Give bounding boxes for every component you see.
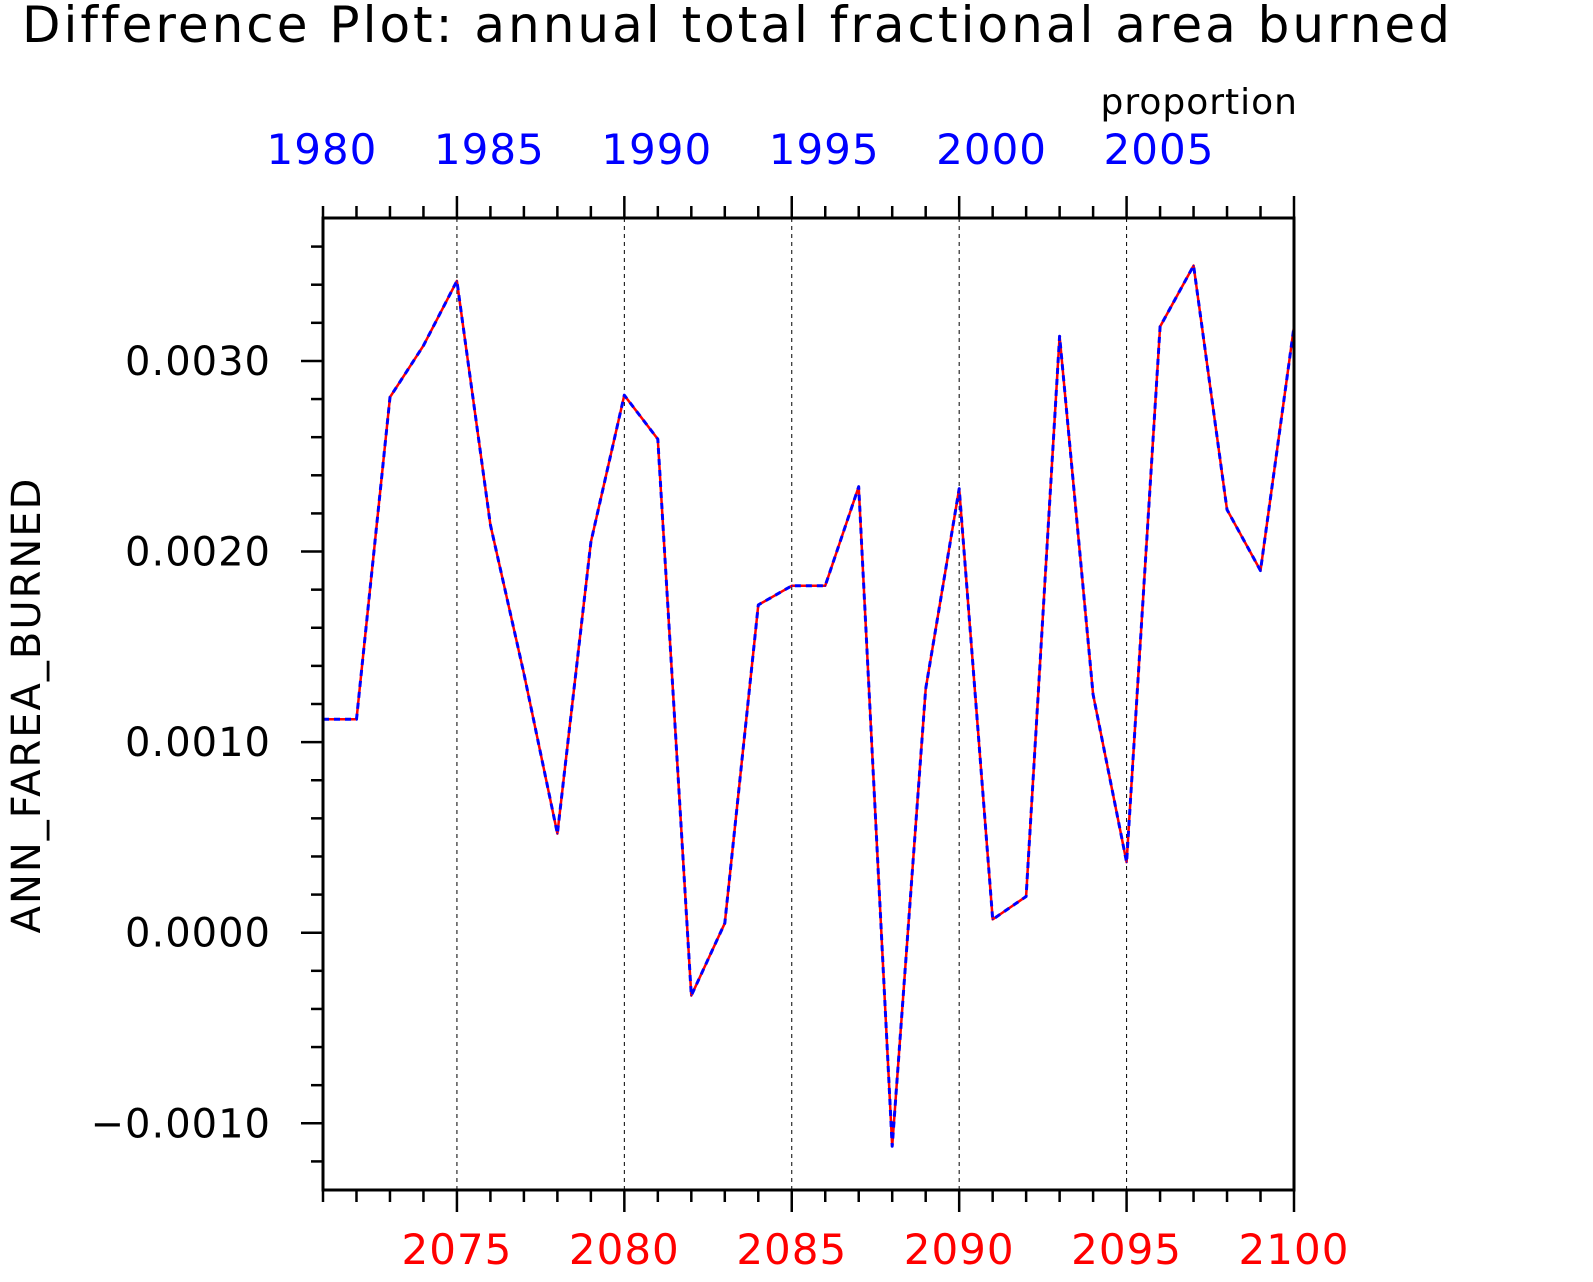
data-point-2 [991,918,994,921]
x-tick-label-top: 1980 [266,125,377,174]
tick-label-layer: −0.0010 0.0000 0.0010 0.0020 0.0030 2075 2080 2… [91,125,1350,1274]
data-point-2 [355,718,358,721]
data-point-2 [556,832,559,835]
y-tick-label: 0.0020 [125,530,271,576]
units-label: proportion [1100,82,1298,123]
plot-frame [321,216,1296,1192]
x-tick-label-bottom: 2085 [736,1225,847,1274]
data-point-2 [1125,861,1128,863]
data-point-2 [1058,335,1061,337]
data-point-2 [456,280,458,282]
grid-layer [456,218,1128,1190]
data-point-2 [590,541,592,543]
series-line-1 [323,264,1296,1148]
chart-title: Difference Plot: annual total fractional… [22,0,1453,54]
data-point-2 [824,585,827,587]
x-tick-label-bottom: 2080 [569,1225,680,1274]
data-point-2 [389,396,391,398]
y-tick-label: −0.0010 [91,1101,271,1147]
data-point-2 [422,344,425,347]
series-layer [322,264,1296,1148]
data-point-2 [1226,508,1228,511]
y-axis-label: ANN_FAREA_BURNED [4,477,50,934]
x-tick-label-top: 2000 [936,125,1047,174]
series-line-2 [323,264,1296,1148]
x-tick-label-top: 1995 [769,125,880,174]
x-tick-label-bottom: 2090 [904,1225,1015,1274]
x-tick-label-bottom: 2075 [401,1225,512,1274]
data-point-2 [657,438,659,440]
x-tick-label-top: 1990 [601,125,712,174]
data-point-2 [924,687,927,690]
data-point-2 [1192,264,1195,267]
y-tick-label: 0.0030 [125,339,271,385]
tick-layer [301,196,1296,1212]
data-point-2 [891,1145,894,1147]
y-tick-label: 0.0010 [125,720,271,766]
x-tick-label-top: 2005 [1104,125,1215,174]
x-tick-label-bottom: 2095 [1071,1225,1182,1274]
data-point-2 [958,487,960,490]
y-tick-label: 0.0000 [125,911,271,957]
data-point-2 [790,585,793,587]
data-point-2 [1159,325,1161,328]
x-tick-label-top: 1985 [434,125,545,174]
data-point-2 [1092,693,1094,696]
data-point-2 [1025,895,1027,898]
x-tick-label-bottom: 2100 [1239,1225,1350,1274]
data-point-2 [690,994,693,997]
data-point-2 [757,604,760,606]
data-point-2 [723,922,726,924]
data-point-2 [623,394,626,397]
data-point-2 [857,485,860,488]
data-point-2 [523,672,525,675]
data-point-2 [489,524,492,526]
data-point-2 [1259,569,1262,572]
